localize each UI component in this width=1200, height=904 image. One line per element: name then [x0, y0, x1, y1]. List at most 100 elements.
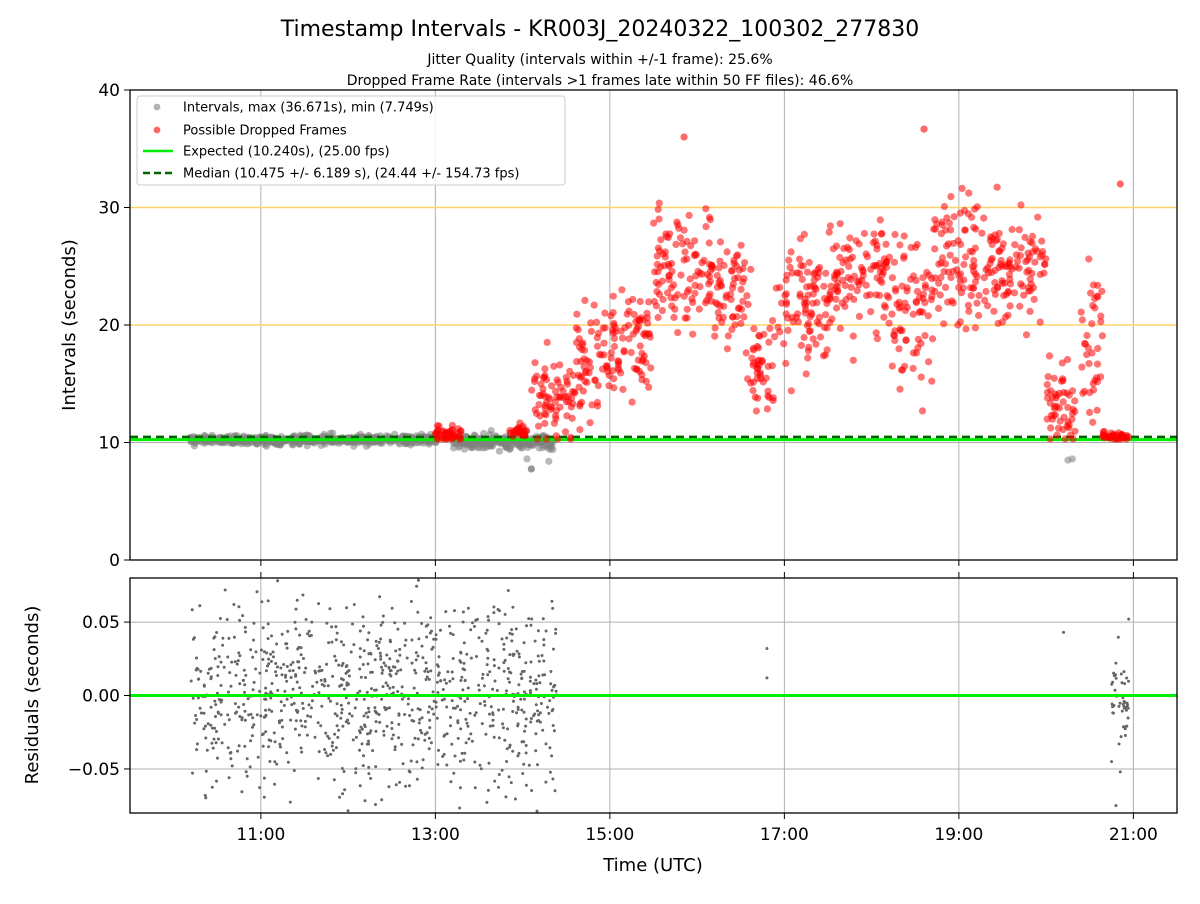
- residual-point: [204, 724, 207, 728]
- residual-point: [554, 631, 558, 635]
- dropped-frame-point: [936, 291, 944, 299]
- dropped-frame-point: [1098, 287, 1106, 295]
- residual-point: [506, 727, 510, 731]
- residual-point: [1123, 682, 1127, 686]
- residual-point: [317, 691, 321, 695]
- dropped-frame-point: [639, 316, 647, 324]
- residual-point: [451, 657, 455, 660]
- residual-point: [515, 711, 518, 715]
- dropped-frame-point: [749, 386, 757, 395]
- residual-point: [388, 638, 392, 642]
- legend-label-intervals: Intervals, max (36.671s), min (7.749s): [183, 101, 434, 116]
- residual-point: [535, 682, 539, 686]
- residual-point: [449, 715, 452, 719]
- dropped-frame-point: [919, 274, 927, 282]
- residual-point: [497, 773, 501, 776]
- dropped-frame-point: [574, 326, 582, 334]
- residual-point: [238, 618, 242, 622]
- residual-point: [330, 744, 334, 748]
- dropped-frame-point: [750, 325, 758, 333]
- residual-point: [206, 671, 210, 675]
- residual-point: [270, 682, 274, 685]
- residual-point: [199, 711, 203, 715]
- dropped-frame-point: [1058, 359, 1066, 367]
- residual-point: [227, 776, 231, 780]
- dropped-frame-point: [610, 319, 618, 327]
- residual-point: [195, 748, 199, 752]
- residual-point: [211, 726, 214, 730]
- residual-point: [213, 657, 217, 660]
- residual-point: [510, 628, 514, 632]
- residual-point: [542, 643, 546, 647]
- dropped-frame-point: [895, 298, 903, 306]
- dropped-frame-point: [825, 228, 833, 236]
- dropped-frame-point: [957, 240, 965, 249]
- residual-point: [401, 762, 405, 766]
- residual-point: [218, 617, 222, 620]
- dropped-frame-point: [833, 304, 841, 312]
- residual-point: [271, 650, 275, 654]
- residual-point: [497, 666, 501, 670]
- dropped-frame-point: [1022, 331, 1031, 339]
- residual-point: [273, 760, 277, 764]
- residual-point: [273, 782, 277, 786]
- residual-point: [437, 748, 440, 752]
- residual-point: [381, 685, 385, 689]
- residual-point: [445, 763, 449, 767]
- dropped-frame-point: [1119, 433, 1127, 441]
- dropped-frame-point: [793, 310, 802, 318]
- dropped-frame-point: [903, 303, 911, 311]
- residual-point: [345, 681, 349, 685]
- residual-point: [347, 674, 351, 678]
- residual-point: [280, 718, 284, 722]
- dropped-frame-point: [748, 354, 756, 362]
- dropped-frame-point: [782, 359, 790, 367]
- residual-point: [295, 680, 299, 684]
- residual-point: [541, 728, 545, 732]
- dropped-frame-point: [796, 292, 804, 300]
- residual-point: [189, 679, 193, 683]
- residual-point: [234, 673, 238, 677]
- residual-point: [318, 665, 322, 669]
- residual-point: [264, 686, 268, 690]
- dropped-frame-point: [769, 317, 777, 325]
- intervals-y-tick-label-0: 0: [109, 551, 120, 571]
- residual-point: [1122, 670, 1126, 674]
- dropped-frame-point: [873, 262, 881, 270]
- residual-point: [414, 651, 418, 655]
- residual-point: [1111, 711, 1115, 715]
- dropped-frame-point: [784, 326, 792, 334]
- residual-point: [272, 655, 275, 659]
- dropped-frame-point: [521, 432, 529, 440]
- residual-point: [380, 665, 383, 669]
- dropped-frame-point: [1014, 257, 1022, 265]
- residual-point: [285, 646, 289, 650]
- intervals-x-ticks: [260, 560, 1134, 566]
- residual-point: [252, 723, 256, 727]
- residual-point: [502, 647, 506, 651]
- residual-point: [410, 638, 414, 642]
- residual-point: [334, 625, 338, 629]
- residual-point: [442, 734, 446, 738]
- residual-point: [429, 616, 433, 620]
- dropped-frame-point: [1021, 233, 1029, 241]
- dropped-frame-point: [802, 370, 810, 378]
- residual-point: [269, 659, 273, 663]
- dropped-frame-point: [853, 287, 861, 295]
- dropped-frame-point: [819, 352, 828, 360]
- dropped-frame-point: [1033, 247, 1041, 255]
- residual-point: [461, 620, 465, 624]
- dropped-frame-point: [705, 239, 713, 247]
- residual-point: [235, 662, 239, 666]
- dropped-frame-point: [950, 213, 958, 221]
- dropped-frame-point: [955, 271, 963, 279]
- residual-point: [209, 723, 213, 727]
- residual-point: [334, 746, 338, 750]
- residual-point: [452, 771, 456, 775]
- residual-point: [436, 691, 440, 694]
- residual-point: [304, 666, 308, 670]
- residual-point: [393, 621, 397, 625]
- residual-point: [309, 633, 313, 637]
- dropped-frame-point: [579, 339, 587, 347]
- dropped-frame-point: [728, 267, 736, 275]
